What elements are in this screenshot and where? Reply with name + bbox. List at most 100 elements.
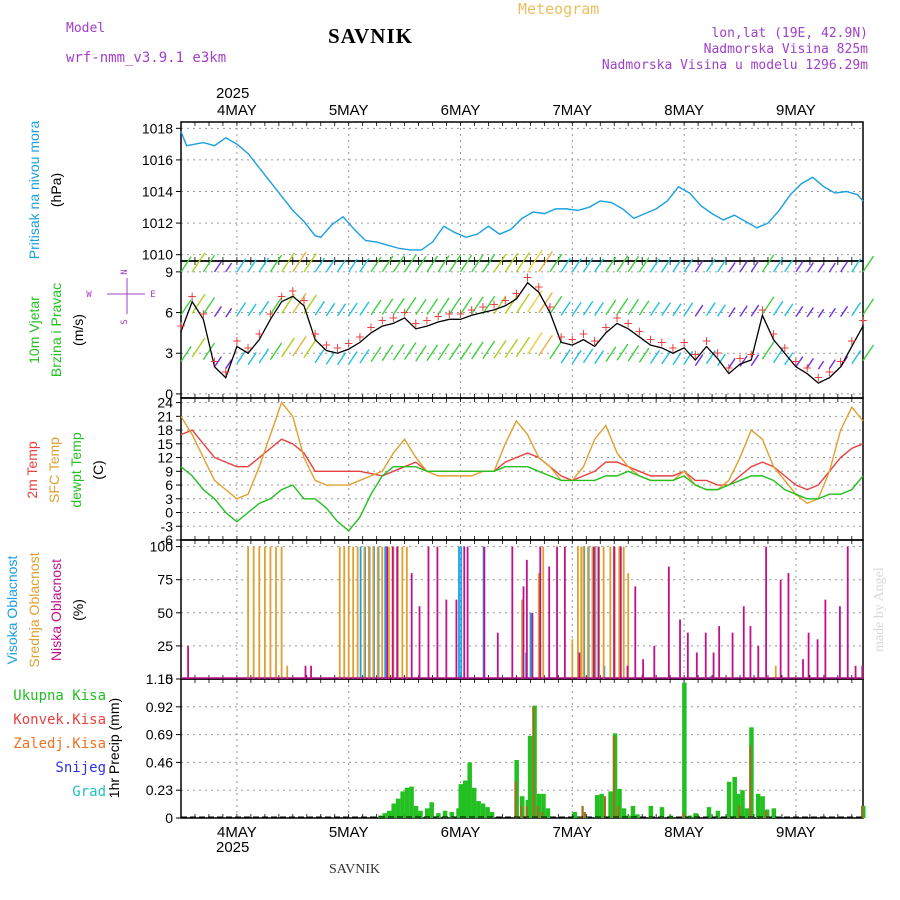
meteogram-label: Meteogram — [518, 0, 600, 18]
wind-arrow — [728, 358, 736, 369]
wind-gust-mark: + — [243, 341, 253, 355]
wind-arrow — [661, 302, 671, 317]
precip-bar-0 — [648, 805, 654, 818]
wind-arrow — [560, 257, 571, 273]
tick-label-temperature: 12 — [157, 450, 173, 466]
precip-bar-0 — [545, 808, 551, 818]
wind-arrow — [392, 297, 405, 315]
wind-arrow — [404, 296, 417, 315]
wind-arrow — [482, 340, 496, 360]
precip-bar-0 — [861, 805, 866, 818]
precip-bar-1 — [525, 805, 528, 818]
wind-gust-mark: + — [746, 348, 756, 362]
precip-bar-0 — [436, 813, 441, 818]
wind-arrow — [225, 307, 233, 318]
wind-arrow — [549, 295, 563, 315]
wind-arrow — [314, 257, 326, 273]
wind-arrow — [303, 338, 317, 359]
wind-gust-mark: + — [802, 361, 812, 375]
wind-arrow — [225, 262, 233, 273]
wind-arrow — [426, 255, 439, 273]
wind-gust-mark: + — [590, 334, 600, 348]
wind-arrow — [616, 297, 629, 315]
temp-ylabel-3: (C) — [90, 460, 106, 479]
wind-gust-mark: + — [724, 361, 734, 375]
wind-arrow — [482, 295, 496, 315]
precip-bar-0 — [424, 808, 430, 818]
precip-legend-3: Snijeg — [55, 760, 106, 776]
precip-bar-0 — [740, 790, 745, 818]
wind-arrow — [683, 302, 694, 317]
wind-gust-mark: + — [780, 341, 790, 355]
precip-bar-0 — [418, 810, 423, 818]
wind-arrow — [739, 305, 748, 317]
wind-arrow — [616, 343, 629, 361]
wind-arrow — [370, 346, 382, 363]
precip-bar-0 — [527, 735, 533, 818]
wind-arrow — [269, 254, 283, 273]
wind-arrow — [717, 260, 726, 273]
wind-arrow — [862, 298, 875, 315]
cloud-ylabel-0: Visoka Oblacnost — [4, 556, 20, 665]
tick-label-temperature: 21 — [157, 408, 173, 424]
precip-bar-0 — [608, 791, 613, 818]
precip-bar-1 — [603, 796, 607, 818]
precip-ylabel-0: 1hr Precip (mm) — [106, 698, 122, 798]
precip-bar-0 — [726, 781, 732, 818]
wind-gust-mark: + — [824, 365, 834, 379]
wind-gust-mark: + — [523, 270, 533, 284]
wind-gust-mark: + — [534, 280, 544, 294]
precip-bar-1 — [682, 813, 685, 818]
wind-arrow — [594, 302, 604, 316]
wind-arrow — [694, 354, 704, 367]
wind-arrow — [851, 258, 862, 273]
wind-arrow — [538, 292, 553, 314]
wind-arrow — [862, 255, 875, 273]
wind-arrow — [336, 303, 347, 317]
wind-arrow — [504, 294, 519, 314]
precip-bar-0 — [404, 787, 410, 818]
wind-arrow — [336, 259, 347, 273]
wind-arrow — [180, 256, 192, 273]
tick-label-precipitation: 1.15 — [146, 671, 173, 687]
wind-gust-mark: + — [679, 335, 689, 349]
wind-arrow — [717, 353, 726, 366]
precip-bar-0 — [489, 811, 495, 818]
tick-label-precipitation: 0.92 — [146, 699, 173, 715]
wind-arrow — [594, 258, 604, 273]
precip-bar-0 — [442, 810, 448, 818]
wind-arrow — [616, 255, 629, 273]
tick-label-temperature: -3 — [161, 518, 174, 534]
wind-gust-mark: + — [299, 293, 309, 307]
wind-arrow — [649, 301, 661, 316]
wind-arrow — [784, 259, 794, 273]
wind-arrow — [694, 260, 704, 273]
precip-bar-0 — [485, 807, 490, 818]
precip-bar-0 — [572, 811, 578, 818]
wind-gust-mark: + — [210, 354, 220, 368]
wind-gust-mark: + — [377, 314, 387, 328]
wind-arrow — [527, 249, 543, 273]
wind-gust-mark: + — [366, 320, 376, 334]
wind-arrow — [571, 258, 582, 273]
precip-bar-0 — [621, 808, 627, 818]
precip-legend-2: Zaledj.Kisa — [13, 736, 106, 752]
wind-gust-mark: + — [623, 316, 633, 330]
compass-n: N — [120, 269, 130, 274]
wind-arrow — [359, 257, 370, 273]
day-label-bottom: 7MAY — [552, 824, 592, 841]
wind-arrow — [527, 332, 543, 355]
wind-arrow — [336, 352, 347, 366]
wind-arrow — [180, 299, 192, 316]
temp-ylabel-0: 2m Temp — [24, 441, 40, 499]
tick-label-cloud: 100 — [150, 539, 174, 555]
wind-arrow — [292, 251, 307, 273]
wind-gust-mark: + — [265, 307, 275, 321]
precip-bar-0 — [771, 808, 777, 818]
compass-s: S — [120, 319, 130, 324]
wind-arrow — [806, 358, 814, 369]
precip-legend-0: Ukupna Kisa — [13, 688, 106, 704]
precip-bar-0 — [458, 784, 464, 818]
wind-arrow — [459, 297, 473, 315]
precip-bar-0 — [599, 793, 604, 818]
